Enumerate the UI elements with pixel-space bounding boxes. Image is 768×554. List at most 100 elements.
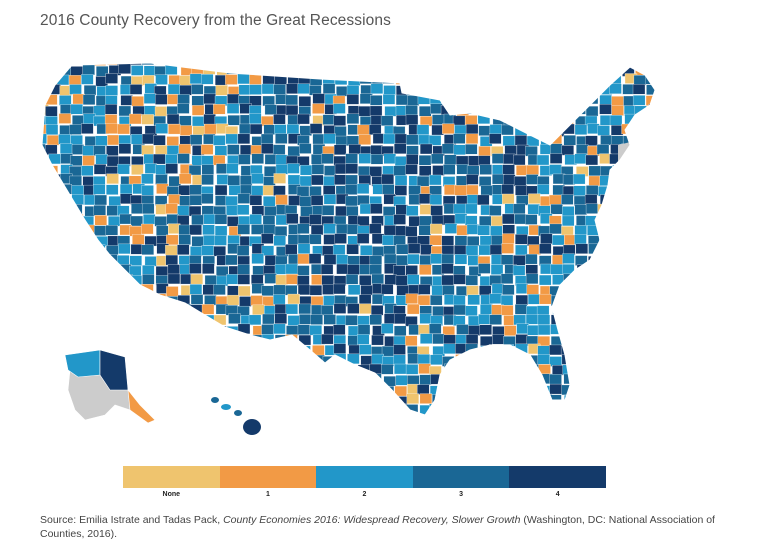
county-cell (536, 76, 550, 87)
county-cell (334, 126, 347, 137)
county-cell (489, 133, 502, 144)
county-cell (444, 63, 457, 65)
county-cell (286, 83, 299, 94)
county-cell (465, 393, 479, 405)
county-cell (84, 276, 97, 287)
county-cell (166, 214, 179, 225)
county-cell (635, 334, 648, 345)
county-cell (453, 403, 467, 415)
county-cell (516, 85, 529, 97)
county-cell (216, 63, 229, 66)
county-cell (597, 266, 611, 277)
county-cell (563, 63, 576, 64)
county-cell (309, 234, 322, 245)
county-cell (633, 175, 646, 186)
county-cell (142, 265, 155, 276)
county-cell (84, 136, 98, 147)
county-cell (156, 365, 169, 376)
county-cell (576, 373, 589, 385)
county-cell (515, 395, 529, 406)
county-cell (240, 175, 253, 186)
county-cell (252, 265, 265, 277)
county-cell (204, 373, 217, 384)
county-cell (489, 75, 502, 87)
county-cell (647, 374, 655, 386)
county-cell (42, 213, 48, 224)
county-cell (179, 386, 192, 397)
county-cell (141, 173, 154, 185)
county-cell (465, 334, 479, 345)
county-cell (596, 285, 610, 297)
county-cell (370, 95, 383, 106)
county-cell (396, 244, 409, 255)
county-cell (623, 233, 637, 245)
county-cell (155, 63, 168, 65)
county-cell (346, 244, 359, 255)
county-cell (562, 253, 575, 264)
county-cell (526, 374, 539, 385)
county-cell (58, 404, 71, 415)
county-cell (119, 306, 133, 317)
county-cell (191, 214, 204, 226)
county-cell (96, 333, 109, 344)
county-cell (189, 405, 202, 415)
county-cell (441, 235, 454, 246)
county-cell (261, 324, 274, 335)
county-cell (273, 393, 287, 405)
county-cell (622, 385, 635, 396)
county-cell (333, 283, 346, 295)
county-cell (236, 335, 250, 346)
county-cell (192, 315, 205, 326)
county-cell (612, 305, 625, 316)
county-cell (179, 416, 191, 426)
county-cell (479, 324, 492, 335)
county-cell (297, 64, 311, 75)
county-cell (552, 304, 565, 315)
county-cell (189, 184, 202, 196)
county-cell (358, 264, 372, 275)
county-cell (574, 153, 587, 164)
county-cell (214, 225, 228, 237)
county-cell (383, 394, 397, 405)
county-cell (214, 184, 228, 196)
county-cell (272, 144, 286, 155)
county-cell (610, 125, 624, 136)
county-cell (348, 413, 361, 415)
county-cell (539, 413, 553, 415)
county-cell (167, 83, 181, 95)
county-cell (658, 224, 670, 234)
county-cell (105, 73, 118, 84)
county-cell (516, 416, 528, 426)
county-cell (201, 355, 214, 366)
county-cell (70, 104, 83, 115)
county-cell (81, 74, 94, 85)
county-cell (335, 375, 348, 386)
county-cell (177, 103, 190, 114)
county-cell (574, 75, 587, 87)
county-cell (622, 253, 635, 264)
county-cell (285, 244, 298, 255)
county-cell (81, 314, 94, 325)
county-cell (189, 355, 203, 366)
county-cell (42, 304, 49, 315)
county-cell (599, 394, 612, 405)
county-cell (236, 245, 250, 256)
county-cell (636, 226, 649, 237)
county-cell (226, 163, 239, 174)
county-cell (179, 63, 192, 65)
county-cell (309, 363, 322, 375)
county-cell (634, 415, 646, 425)
county-cell (513, 176, 527, 187)
county-cell (513, 374, 527, 385)
county-cell (585, 393, 598, 404)
county-cell (335, 135, 348, 147)
county-cell (393, 354, 406, 366)
county-cell (633, 393, 647, 405)
county-cell (345, 174, 358, 186)
county-cell (216, 353, 230, 364)
county-cell (298, 96, 312, 107)
county-cell (190, 365, 203, 376)
county-cell (429, 235, 443, 246)
county-cell (201, 155, 214, 166)
county-cell (360, 384, 373, 396)
